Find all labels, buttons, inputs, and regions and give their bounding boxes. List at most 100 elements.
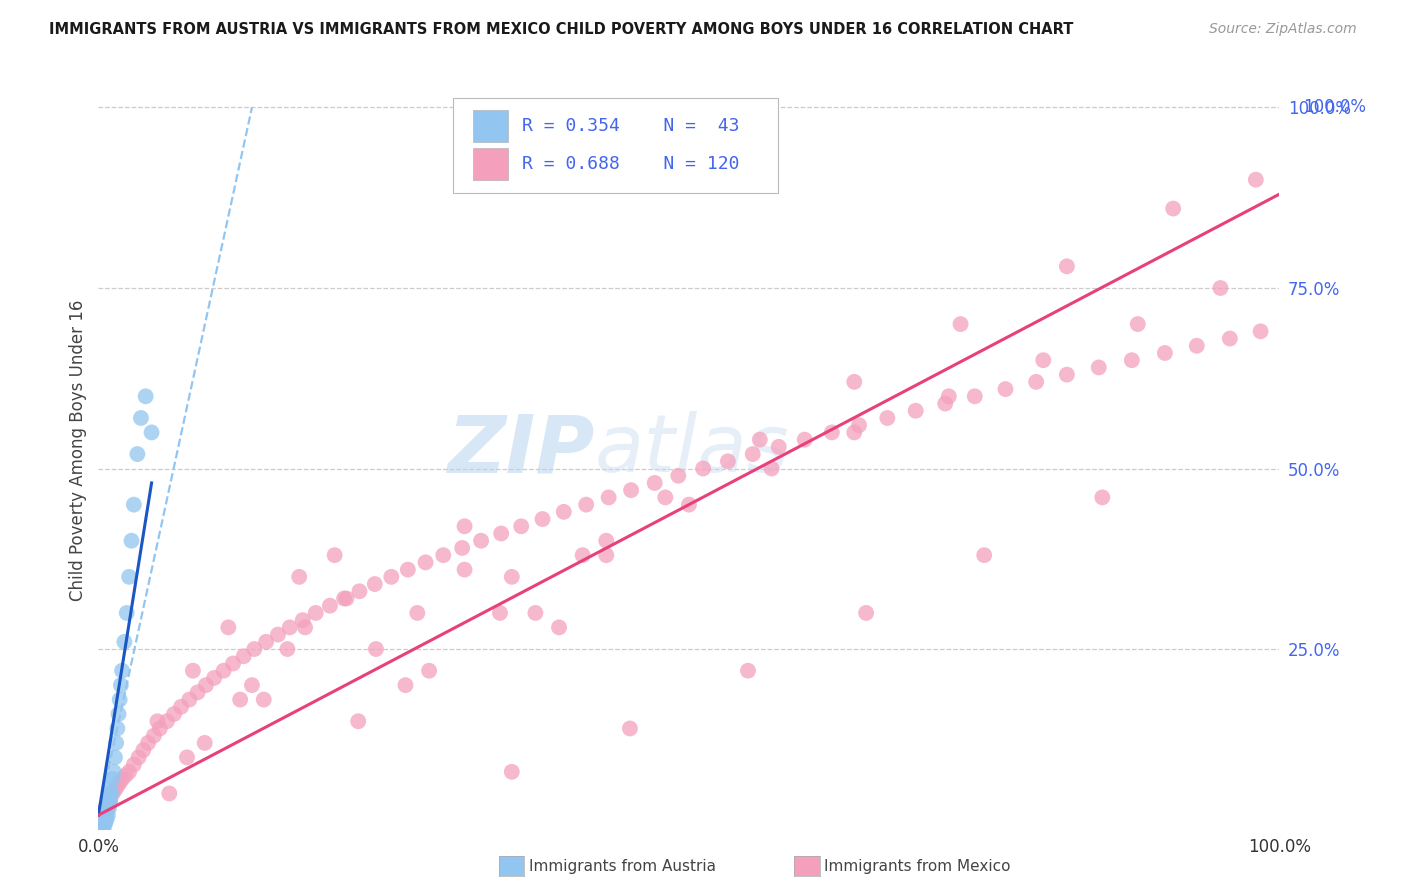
Point bbox=[89, 822, 111, 837]
Point bbox=[90, 808, 112, 822]
Point bbox=[217, 620, 239, 634]
Point bbox=[108, 775, 131, 789]
Point bbox=[229, 692, 252, 706]
Point bbox=[276, 642, 298, 657]
Point bbox=[571, 548, 593, 562]
Point bbox=[963, 389, 986, 403]
Point bbox=[470, 533, 492, 548]
Point bbox=[415, 555, 437, 569]
Point bbox=[364, 577, 387, 591]
Point bbox=[855, 606, 877, 620]
Point bbox=[115, 606, 138, 620]
Point bbox=[202, 671, 225, 685]
Point bbox=[380, 570, 402, 584]
Point bbox=[96, 801, 118, 815]
Point bbox=[156, 714, 179, 729]
Point bbox=[135, 389, 157, 403]
Point bbox=[141, 425, 163, 440]
Point bbox=[108, 692, 131, 706]
Point bbox=[111, 664, 134, 678]
Point bbox=[666, 468, 689, 483]
Point bbox=[453, 563, 475, 577]
Point bbox=[595, 548, 617, 562]
Point bbox=[94, 808, 117, 822]
Point bbox=[187, 685, 209, 699]
Point bbox=[96, 805, 118, 819]
Point bbox=[132, 743, 155, 757]
Point bbox=[748, 433, 770, 447]
Point bbox=[349, 584, 371, 599]
Point bbox=[575, 498, 598, 512]
Point bbox=[89, 819, 111, 833]
Point bbox=[821, 425, 844, 440]
Point bbox=[1185, 339, 1208, 353]
FancyBboxPatch shape bbox=[472, 148, 508, 180]
Point bbox=[876, 411, 898, 425]
Text: 100.0%: 100.0% bbox=[1303, 98, 1367, 117]
Point bbox=[222, 657, 245, 671]
Point bbox=[91, 819, 114, 833]
Point bbox=[94, 815, 117, 830]
Point bbox=[1219, 332, 1241, 346]
Point bbox=[761, 461, 783, 475]
Point bbox=[620, 483, 643, 498]
Point bbox=[121, 533, 143, 548]
Point bbox=[232, 649, 254, 664]
Point bbox=[98, 797, 121, 812]
Point bbox=[122, 757, 145, 772]
Point bbox=[212, 664, 235, 678]
Point bbox=[240, 678, 263, 692]
Point bbox=[938, 389, 960, 403]
Point bbox=[489, 606, 512, 620]
FancyBboxPatch shape bbox=[472, 110, 508, 142]
Point bbox=[98, 779, 121, 793]
Point bbox=[93, 808, 115, 822]
Point bbox=[96, 812, 118, 826]
Point bbox=[93, 819, 115, 833]
Point bbox=[904, 403, 927, 417]
Point bbox=[267, 627, 290, 641]
Point bbox=[90, 808, 112, 822]
Y-axis label: Child Poverty Among Boys Under 16: Child Poverty Among Boys Under 16 bbox=[69, 300, 87, 601]
Point bbox=[678, 498, 700, 512]
Point bbox=[1056, 260, 1078, 274]
Point bbox=[598, 491, 620, 505]
Point bbox=[105, 722, 128, 736]
Point bbox=[406, 606, 429, 620]
Point bbox=[654, 491, 676, 505]
Text: IMMIGRANTS FROM AUSTRIA VS IMMIGRANTS FROM MEXICO CHILD POVERTY AMONG BOYS UNDER: IMMIGRANTS FROM AUSTRIA VS IMMIGRANTS FR… bbox=[49, 22, 1074, 37]
Text: R = 0.688    N = 120: R = 0.688 N = 120 bbox=[523, 155, 740, 173]
Point bbox=[1250, 324, 1272, 338]
Point bbox=[278, 620, 301, 634]
Point bbox=[118, 764, 141, 779]
Point bbox=[98, 794, 121, 808]
Point bbox=[453, 519, 475, 533]
Point bbox=[179, 692, 201, 706]
Point bbox=[104, 750, 127, 764]
Point bbox=[294, 620, 316, 634]
Text: Source: ZipAtlas.com: Source: ZipAtlas.com bbox=[1209, 22, 1357, 37]
Point bbox=[157, 787, 180, 801]
Point bbox=[394, 678, 416, 692]
Point bbox=[91, 808, 114, 822]
Point bbox=[1091, 491, 1114, 505]
Point bbox=[364, 642, 387, 657]
Point bbox=[98, 787, 121, 801]
Point bbox=[253, 692, 276, 706]
Point bbox=[291, 613, 314, 627]
Point bbox=[128, 750, 150, 764]
Point bbox=[97, 808, 120, 822]
Point bbox=[91, 815, 114, 830]
Point bbox=[93, 808, 115, 822]
Point bbox=[973, 548, 995, 562]
Point bbox=[1025, 375, 1047, 389]
Point bbox=[1121, 353, 1143, 368]
Point bbox=[1056, 368, 1078, 382]
Point bbox=[1161, 202, 1184, 216]
Point bbox=[644, 475, 666, 490]
Point bbox=[93, 815, 115, 830]
Point bbox=[1126, 317, 1149, 331]
Point bbox=[110, 678, 132, 692]
Point bbox=[105, 736, 128, 750]
Point bbox=[1032, 353, 1054, 368]
